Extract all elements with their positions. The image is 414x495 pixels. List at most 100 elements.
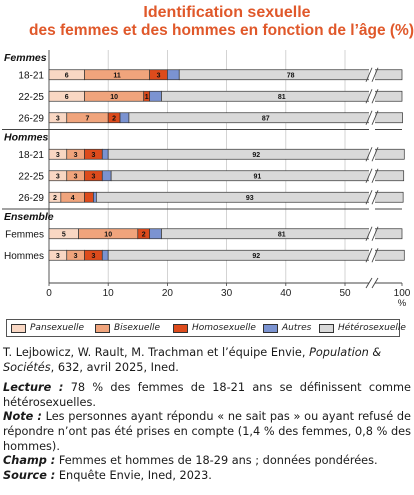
x-tick-label: 50 <box>339 288 351 299</box>
axis-break-slash <box>365 190 373 205</box>
data-label: 10 <box>110 94 118 101</box>
data-label: 3 <box>157 73 161 80</box>
data-label: 93 <box>246 195 254 202</box>
axis-break-slash <box>365 168 373 183</box>
group-heading: Hommes <box>4 132 49 144</box>
source-label: Source : <box>3 468 56 482</box>
source-citation: T. Lejbowicz, W. Rault, M. Trachman et l… <box>3 346 411 375</box>
x-tick-label: 0 <box>46 288 52 299</box>
axis-break-slash <box>365 248 373 263</box>
data-label: 87 <box>262 116 270 123</box>
chart-legend: Pansexuelle Bisexuelle Homosexuelle Autr… <box>6 319 406 337</box>
bar-segment <box>93 191 97 203</box>
bar-segment <box>161 228 403 240</box>
bar-segment <box>119 112 130 124</box>
axis-break-slash <box>371 89 379 104</box>
lecture-note: Lecture : 78 % des femmes de 18-21 ans s… <box>3 381 411 410</box>
data-label: 3 <box>56 174 60 181</box>
legend-label: Pansexuelle <box>30 323 84 333</box>
axis-break-slash <box>371 147 379 162</box>
note-text: Les personnes ayant répondu « ne sait pa… <box>3 410 411 453</box>
data-label: 6 <box>65 94 69 101</box>
bar-segment <box>149 228 162 240</box>
data-label: 4 <box>71 195 75 202</box>
data-label: 81 <box>278 232 286 239</box>
data-label: 3 <box>56 152 60 159</box>
axis-break-slash <box>365 226 373 241</box>
bar-segment <box>128 112 403 124</box>
bar-segment <box>149 90 162 102</box>
chart-title-line2: des femmes et des hommes en fonction de … <box>28 22 414 39</box>
axis-break-slash <box>365 147 373 162</box>
axis-break-slash <box>371 277 379 289</box>
data-label: 81 <box>278 94 286 101</box>
bar-segment <box>167 69 180 81</box>
data-label: 3 <box>91 253 95 260</box>
axis-break-slash <box>371 190 379 205</box>
x-tick-label: 40 <box>280 288 292 299</box>
data-label: 3 <box>56 253 60 260</box>
data-label: 91 <box>254 174 262 181</box>
data-label: 3 <box>91 152 95 159</box>
legend-label: Hétérosexuelle <box>338 323 406 333</box>
axis-break-slash <box>371 110 379 125</box>
legend-swatch-bisexuelle <box>95 323 110 333</box>
legend-swatch-pansexuelle <box>11 323 26 333</box>
row-label: Hommes <box>4 251 44 262</box>
group-heading: Femmes <box>4 52 47 64</box>
data-label: 11 <box>113 73 121 80</box>
data-label: 7 <box>86 116 90 123</box>
axis-break-slash <box>371 226 379 241</box>
row-label: 18-21 <box>18 150 44 161</box>
bar-segment <box>178 69 403 81</box>
row-label: Femmes <box>5 229 44 240</box>
data-label: 3 <box>74 152 78 159</box>
axis-break-slash <box>371 168 379 183</box>
note-label: Note : <box>3 410 42 424</box>
bar-segment <box>101 170 112 182</box>
data-label: 2 <box>53 195 57 202</box>
chart-notes: T. Lejbowicz, W. Rault, M. Trachman et l… <box>3 346 411 483</box>
data-label: 2 <box>112 116 116 123</box>
axis-break-gap <box>369 62 375 287</box>
row-label: 22-25 <box>18 171 44 182</box>
data-label: 1 <box>145 94 149 101</box>
champ-text: Femmes et hommes de 18-29 ans ; données … <box>55 454 378 468</box>
x-tick-label: 10 <box>103 288 115 299</box>
axis-break-slash <box>365 277 373 289</box>
x-tick-label: 100 <box>394 288 411 299</box>
row-label: 22-25 <box>18 92 44 103</box>
legend-swatch-autres <box>263 323 278 333</box>
data-label: 3 <box>74 253 78 260</box>
group-heading: Ensemble <box>4 211 54 223</box>
row-label: 26-29 <box>18 113 44 124</box>
data-label: 5 <box>62 232 66 239</box>
x-unit-label: % <box>398 298 407 309</box>
lecture-label: Lecture : <box>3 381 64 395</box>
legend-label: Bisexuelle <box>114 323 161 333</box>
data-label: 3 <box>91 174 95 181</box>
citation-details: , 632, avril 2025, Ined. <box>50 360 179 374</box>
citation-authors: T. Lejbowicz, W. Rault, M. Trachman et l… <box>3 346 310 359</box>
data-label: 2 <box>142 232 146 239</box>
champ-note: Champ : Femmes et hommes de 18-29 ans ; … <box>3 454 411 469</box>
bar-segment <box>161 90 403 102</box>
legend-item-heterosexuelle: Hétérosexuelle <box>319 322 406 334</box>
bar-segment <box>107 148 405 160</box>
legend-swatch-heterosexuelle <box>319 323 334 333</box>
bar-segment <box>84 191 94 203</box>
axis-break-slash <box>365 67 373 82</box>
data-label: 92 <box>252 152 260 159</box>
legend-item-homosexuelle: Homosexuelle <box>173 322 256 334</box>
legend-swatch-homosexuelle <box>173 323 188 333</box>
x-tick-label: 20 <box>162 288 174 299</box>
source-text: Enquête Envie, Ined, 2023. <box>55 468 212 482</box>
methodology-note: Note : Les personnes ayant répondu « ne … <box>3 410 411 454</box>
x-tick-label: 30 <box>221 288 233 299</box>
row-label: 26-29 <box>18 193 44 204</box>
lecture-text: 78 % des femmes de 18-21 ans se définiss… <box>3 381 411 409</box>
data-label: 78 <box>287 73 295 80</box>
legend-item-pansexuelle: Pansexuelle <box>11 322 84 334</box>
legend-label: Autres <box>282 323 312 333</box>
bar-segment <box>107 249 405 261</box>
